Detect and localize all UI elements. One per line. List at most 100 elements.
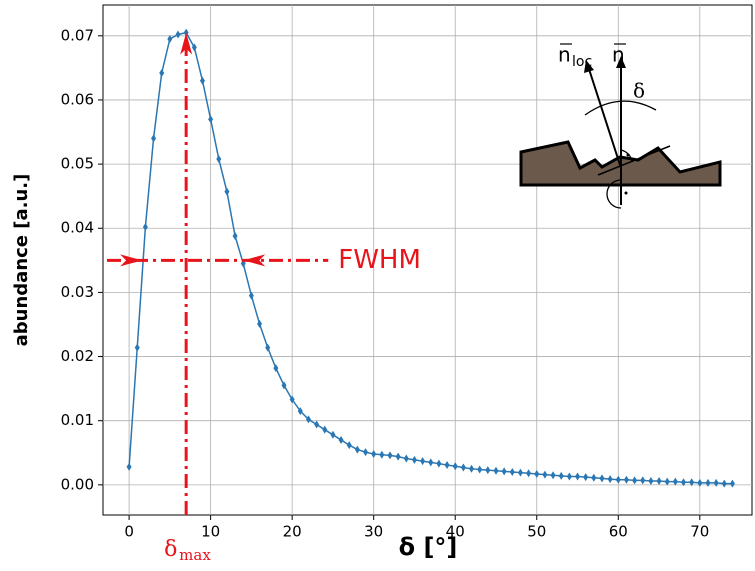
data-point: [232, 231, 238, 240]
data-point: [322, 425, 328, 434]
arrowhead: [120, 254, 143, 267]
data-point: [444, 460, 450, 469]
data-point: [713, 478, 719, 487]
y-axis-label: abundance [a.u.]: [11, 174, 32, 347]
y-tick-label: 0.04: [61, 219, 94, 237]
data-point: [566, 472, 572, 481]
data-point: [257, 319, 263, 328]
data-point: [452, 462, 458, 471]
dot: [626, 153, 630, 157]
delta-label: δ: [633, 79, 645, 103]
data-point: [689, 478, 695, 487]
data-point: [199, 76, 205, 85]
data-point: [354, 445, 360, 454]
data-point: [477, 465, 483, 474]
data-point: [648, 477, 654, 485]
data-point: [305, 415, 311, 424]
data-point: [273, 364, 279, 373]
data-point: [697, 478, 703, 487]
data-point: [224, 187, 230, 196]
local-normal-line: [587, 65, 622, 169]
angle-arc: [584, 100, 657, 116]
arrowhead: [584, 60, 594, 73]
y-tick-label: 0.07: [61, 26, 94, 44]
x-tick-label: 10: [201, 523, 220, 541]
data-point: [542, 470, 548, 479]
x-tick-label: 70: [690, 523, 709, 541]
data-point: [460, 463, 466, 472]
x-tick-label: 40: [446, 523, 465, 541]
data-point: [379, 450, 385, 459]
data-point: [265, 343, 271, 352]
grid: [98, 5, 752, 520]
n-loc-label: n: [558, 43, 571, 67]
plot-frame: [102, 4, 753, 516]
data-point: [509, 468, 515, 477]
data-point: [583, 473, 589, 482]
data-point: [575, 472, 581, 481]
data-point: [420, 457, 426, 466]
data-point: [436, 459, 442, 468]
tangent: [597, 145, 671, 176]
data-point: [159, 69, 165, 77]
arrowhead: [180, 32, 193, 55]
data-point: [640, 476, 646, 485]
y-tick-label: 0.06: [61, 90, 94, 108]
data-point: [493, 466, 499, 475]
x-axis-label: δ [°]: [399, 533, 458, 561]
data-point: [330, 430, 336, 439]
data-point: [672, 477, 678, 486]
data-point: [314, 420, 320, 429]
data-point: [387, 451, 393, 460]
arrowhead: [243, 254, 266, 267]
right-angle: [606, 179, 622, 209]
data-point: [550, 471, 556, 480]
y-tick-label: 0.00: [61, 475, 94, 493]
x-tick-label: 20: [283, 523, 302, 541]
n-loc-subscript: loc: [572, 54, 592, 70]
data-point: [485, 466, 491, 475]
data-point: [289, 395, 295, 404]
x-tick-label: 0: [124, 523, 134, 541]
data-point: [729, 479, 735, 488]
data-point: [167, 35, 173, 43]
x-tick-label: 30: [364, 523, 383, 541]
y-tick-label: 0.01: [61, 411, 94, 429]
y-tick-label: 0.05: [61, 155, 94, 173]
data-point: [403, 454, 409, 463]
x-tick-label: 60: [609, 523, 628, 541]
data-point: [681, 478, 687, 487]
inset-diagram: n loc n δ: [519, 43, 722, 209]
data-point: [126, 462, 132, 471]
data-point: [534, 469, 540, 478]
data-point: [517, 468, 523, 477]
data-point: [371, 450, 377, 459]
data-point: [411, 455, 417, 464]
data-point: [656, 477, 662, 485]
data-point: [248, 291, 254, 300]
data-point: [395, 452, 401, 461]
data-point: [632, 476, 638, 485]
data-point: [501, 467, 507, 476]
data-point: [599, 474, 605, 483]
data-point: [151, 134, 157, 143]
data-point: [281, 381, 287, 390]
delta-max-subscript: max: [179, 546, 211, 564]
plot: [126, 28, 735, 488]
y-tick-label: 0.03: [61, 283, 94, 301]
data-point: [338, 435, 344, 444]
data-point: [175, 30, 181, 39]
data-point: [428, 458, 434, 467]
data-point: [216, 154, 222, 163]
arrowhead: [616, 56, 626, 68]
data-point: [191, 43, 197, 52]
data-point: [346, 441, 352, 450]
dot: [624, 191, 628, 195]
data-point: [469, 464, 475, 473]
data-point: [297, 407, 303, 416]
x-tick-label: 50: [527, 523, 546, 541]
data-point: [134, 343, 140, 352]
data-point: [363, 448, 369, 457]
data-point: [208, 115, 214, 124]
